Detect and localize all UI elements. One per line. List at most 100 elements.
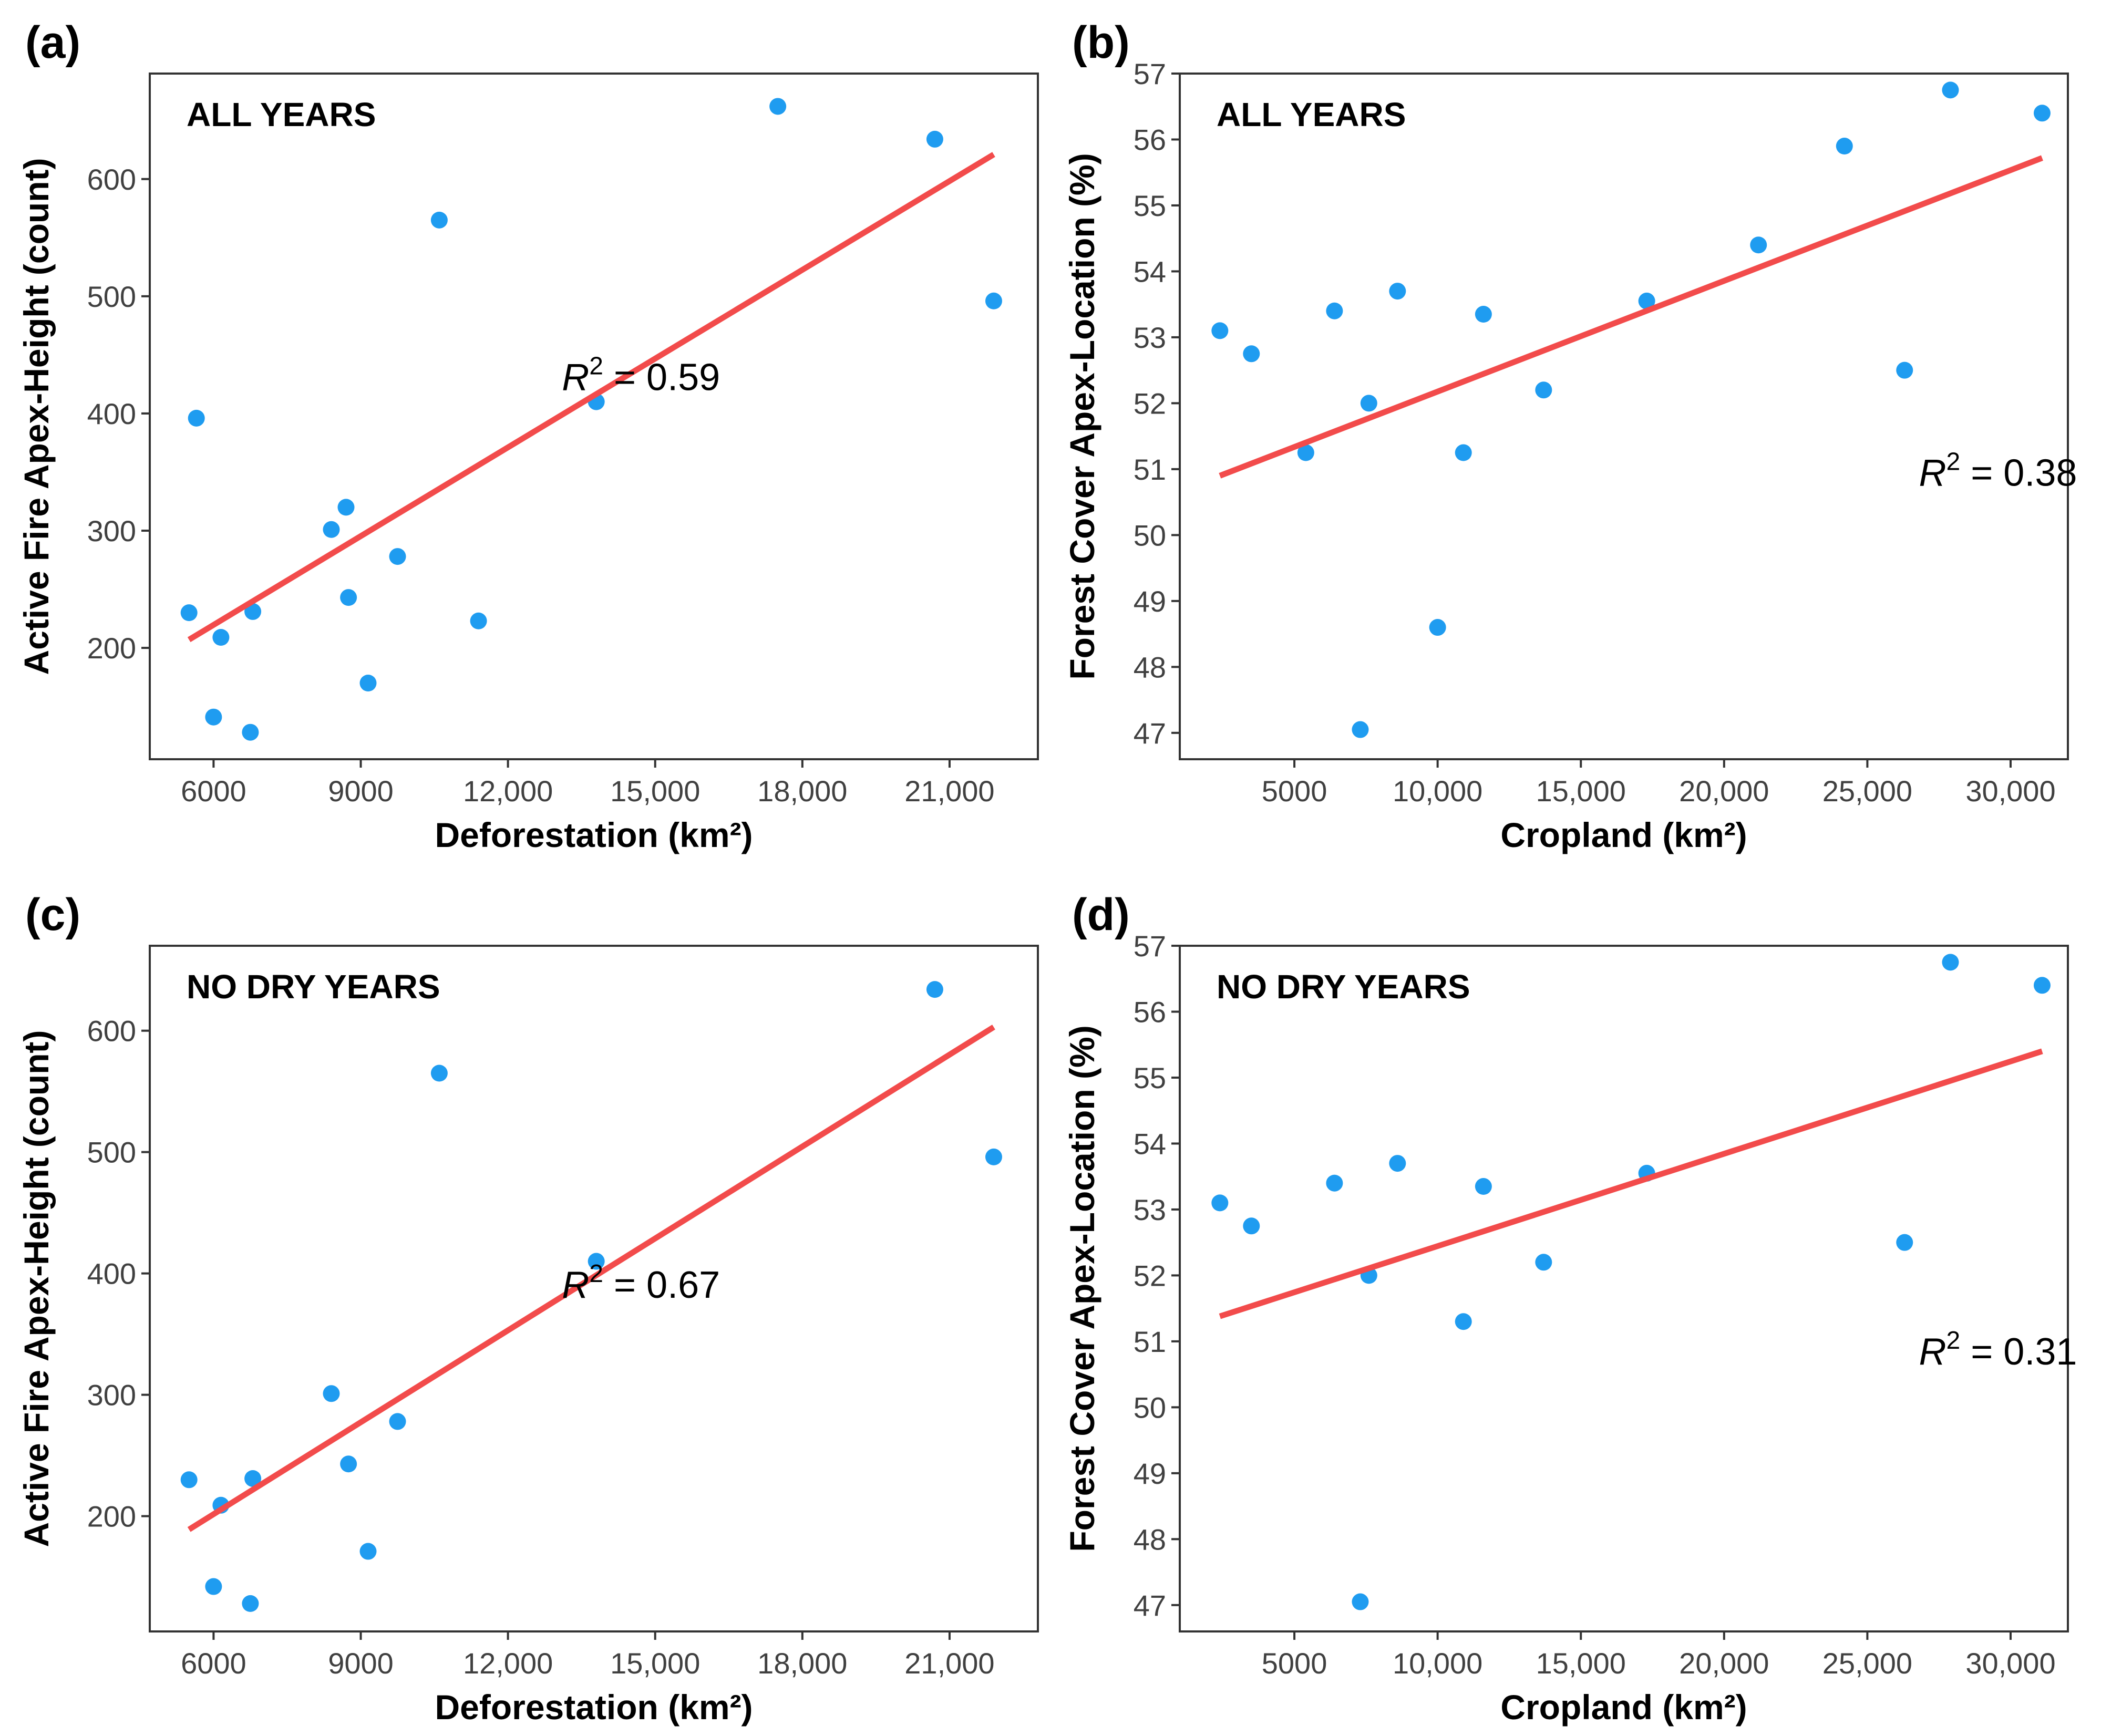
- x-tick-label: 15,000: [1536, 774, 1626, 808]
- y-tick-label: 500: [87, 1136, 136, 1169]
- panel-label: (c): [25, 890, 80, 940]
- panel-label: (b): [1072, 17, 1130, 68]
- data-point: [359, 1543, 377, 1560]
- data-point: [242, 1595, 259, 1612]
- y-tick-label: 600: [87, 1015, 136, 1048]
- panel-c: (c) 200 300 400 500 600 6000 9000 12,000 15,000 18…: [17, 890, 1039, 1727]
- data-point: [1535, 381, 1552, 399]
- y-axis-title: Forest Cover Apex-Location (%): [1063, 153, 1101, 679]
- data-point: [180, 1471, 198, 1489]
- data-point: [1389, 283, 1406, 300]
- data-point: [2033, 977, 2051, 994]
- data-point: [1211, 1194, 1229, 1212]
- data-point: [340, 589, 357, 606]
- x-tick-label: 6000: [181, 1647, 246, 1680]
- subset-annotation: ALL YEARS: [187, 96, 376, 133]
- x-tick-label: 25,000: [1822, 774, 1912, 808]
- data-point: [1475, 1178, 1492, 1195]
- data-point: [337, 499, 355, 516]
- data-point: [212, 629, 230, 646]
- y-axis-title: Active Fire Apex-Height (count): [17, 1030, 56, 1547]
- y-tick-label: 55: [1134, 189, 1166, 222]
- data-point: [470, 612, 487, 629]
- y-tick-label: 54: [1134, 255, 1166, 288]
- y-tick-label: 48: [1134, 650, 1166, 684]
- regression-line: [187, 1025, 995, 1532]
- data-point: [985, 1148, 1002, 1165]
- regression-line: [187, 152, 995, 643]
- data-point: [985, 292, 1002, 309]
- data-point: [205, 1578, 222, 1595]
- data-point: [323, 1385, 340, 1402]
- data-point: [430, 211, 448, 229]
- x-tick-label: 15,000: [610, 774, 700, 808]
- x-tick-label: 18,000: [757, 1647, 847, 1680]
- y-tick-label: 54: [1134, 1127, 1166, 1160]
- data-point: [180, 604, 198, 622]
- x-tick-label: 12,000: [463, 1647, 553, 1680]
- x-tick-label: 30,000: [1965, 1647, 2055, 1680]
- y-axis-title: Active Fire Apex-Height (count): [17, 158, 56, 675]
- x-tick-label: 12,000: [463, 774, 553, 808]
- x-axis-title: Deforestation (km²): [435, 1688, 753, 1727]
- data-point: [1243, 1217, 1260, 1235]
- y-tick-label: 200: [87, 632, 136, 665]
- y-tick-label: 53: [1134, 1193, 1166, 1226]
- y-tick-label: 49: [1134, 585, 1166, 618]
- y-tick-label: 56: [1134, 123, 1166, 156]
- x-tick-label: 30,000: [1965, 774, 2055, 808]
- data-point: [588, 1253, 605, 1270]
- data-point: [1389, 1155, 1406, 1172]
- x-tick-label: 15,000: [610, 1647, 700, 1680]
- y-tick-label: 57: [1134, 57, 1166, 90]
- y-tick-label: 57: [1134, 929, 1166, 963]
- data-point: [1352, 1593, 1369, 1610]
- data-point: [1942, 81, 1959, 99]
- y-tick-label: 51: [1134, 1325, 1166, 1358]
- data-point: [1638, 292, 1655, 309]
- x-tick-label: 21,000: [904, 1647, 994, 1680]
- data-point: [1243, 345, 1260, 363]
- y-axis-title: Forest Cover Apex-Location (%): [1063, 1025, 1101, 1552]
- y-tick-label: 50: [1134, 1391, 1166, 1424]
- panel-label: (a): [25, 17, 80, 68]
- y-tick-label: 600: [87, 163, 136, 196]
- x-tick-label: 18,000: [757, 774, 847, 808]
- x-tick-label: 15,000: [1536, 1647, 1626, 1680]
- data-point: [1896, 361, 1913, 379]
- x-tick-label: 5000: [1262, 774, 1327, 808]
- data-point: [1429, 619, 1446, 636]
- r-squared-label: R2 = 0.38: [1919, 448, 2077, 494]
- r-squared-label: R2 = 0.59: [562, 352, 720, 398]
- data-point: [244, 1470, 262, 1487]
- x-tick-label: 6000: [181, 774, 246, 808]
- plot-frame: [149, 73, 1039, 760]
- x-tick-label: 21,000: [904, 774, 994, 808]
- data-point: [1297, 444, 1314, 461]
- y-tick-label: 53: [1134, 321, 1166, 354]
- y-tick-label: 47: [1134, 717, 1166, 750]
- data-point: [1326, 1174, 1343, 1192]
- regression-line: [1219, 1048, 2043, 1319]
- y-tick-label: 52: [1134, 1259, 1166, 1292]
- data-point: [430, 1065, 448, 1082]
- subset-annotation: NO DRY YEARS: [1217, 968, 1470, 1006]
- x-tick-label: 25,000: [1822, 1647, 1912, 1680]
- plot-frame: [149, 945, 1039, 1632]
- x-axis-title: Deforestation (km²): [435, 815, 753, 854]
- data-point: [1455, 444, 1472, 461]
- data-point: [340, 1455, 357, 1473]
- data-point: [188, 409, 205, 427]
- x-tick-label: 20,000: [1679, 774, 1769, 808]
- data-point: [1535, 1254, 1552, 1271]
- x-tick-label: 20,000: [1679, 1647, 1769, 1680]
- y-tick-label: 48: [1134, 1523, 1166, 1556]
- r-squared-label: R2 = 0.67: [562, 1260, 720, 1306]
- x-axis-title: Cropland (km²): [1500, 815, 1747, 854]
- subset-annotation: ALL YEARS: [1217, 96, 1406, 133]
- data-point: [2033, 105, 2051, 122]
- regression-line: [1219, 155, 2043, 479]
- data-point: [926, 981, 943, 998]
- r-squared-label: R2 = 0.31: [1919, 1327, 2077, 1373]
